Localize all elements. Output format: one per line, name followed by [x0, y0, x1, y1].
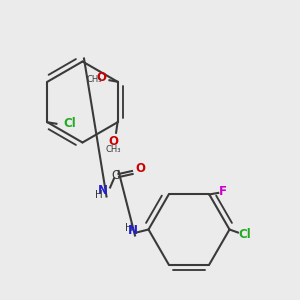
- Text: Cl: Cl: [63, 117, 76, 130]
- Text: H: H: [125, 223, 133, 233]
- Text: O: O: [108, 135, 118, 148]
- Text: N: N: [98, 184, 108, 197]
- Text: F: F: [219, 185, 227, 198]
- Text: O: O: [96, 71, 106, 84]
- Text: O: O: [135, 162, 146, 176]
- Text: N: N: [128, 224, 138, 238]
- Text: CH₃: CH₃: [87, 75, 102, 84]
- Text: CH₃: CH₃: [105, 145, 121, 154]
- Text: Cl: Cl: [239, 227, 251, 241]
- Text: H: H: [95, 190, 103, 200]
- Text: C: C: [111, 169, 120, 182]
